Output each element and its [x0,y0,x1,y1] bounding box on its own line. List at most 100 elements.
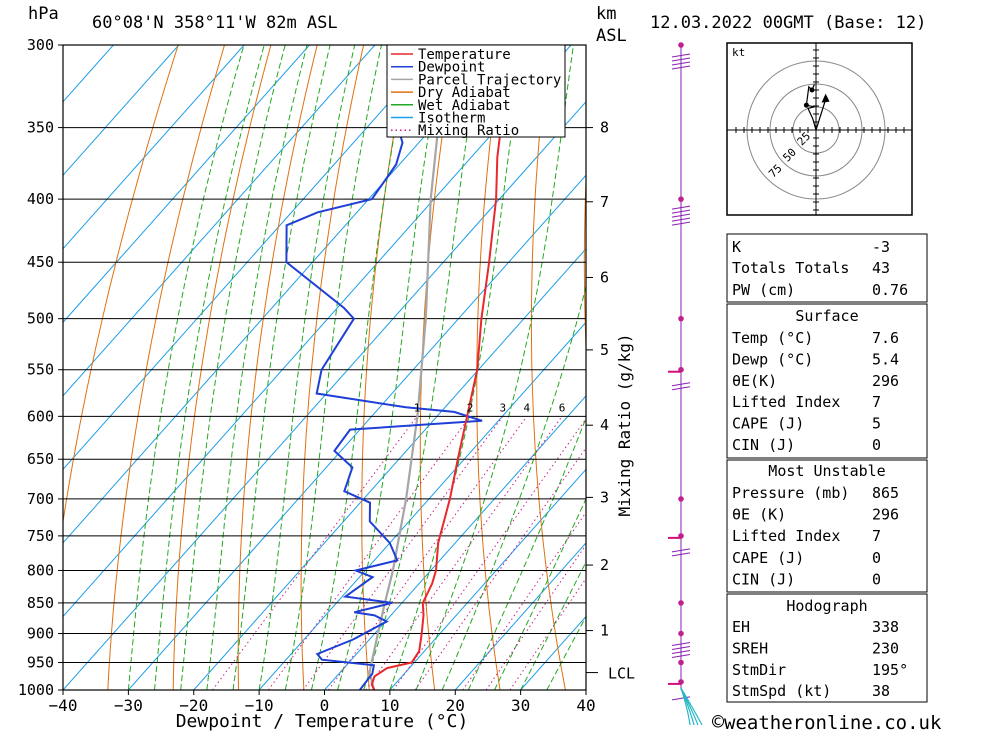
table-row-label: StmDir [732,661,786,679]
table-row-value: 230 [872,639,899,657]
km-tick-label: 2 [600,556,609,574]
legend-entry: Temperature [418,47,511,63]
wet-adiabat-line [546,615,586,690]
legend-entry: Dewpoint [418,60,485,76]
km-tick-label: 5 [600,341,609,359]
legend-entry: Isotherm [418,111,485,127]
table-row-label: Totals Totals [732,259,849,277]
location-title: 60°08'N 358°11'W 82m ASL [92,13,338,33]
temperature-tick-label: 40 [576,696,595,715]
wind-level-dot [678,600,684,606]
wind-level-dot [678,496,684,502]
wind-barb-flag [671,65,691,70]
pressure-tick-label: 500 [27,310,54,328]
wet-adiabat-line [494,497,586,690]
isotherm-line [454,542,586,690]
wind-barb-flag [671,552,691,557]
x-axis-title: Dewpoint / Temperature (°C) [176,711,469,732]
temperature-tick-label: −20 [179,696,208,715]
wind-level-dot [678,42,684,48]
mixing-ratio-line [267,416,471,690]
km-tick-label: 7 [600,193,609,211]
isotherm-line [193,248,586,690]
table-row-value: 5.4 [872,350,899,368]
dry-adiabat-line [419,45,457,690]
isotherm-line [389,468,586,690]
wind-barb-flag [671,205,691,210]
mixing-ratio-line [414,447,586,690]
mixing-ratio-line [365,416,563,690]
storm-motion-vector [815,99,827,131]
table-row-label: SREH [732,639,768,657]
table-row-value: 296 [872,372,899,390]
table-row-value: 0 [872,570,881,588]
pressure-axis: 300 350 400 450 500 550 600 650 700 750 800 850 900 9… [18,36,63,699]
km-tick-label: 4 [600,416,609,434]
hpa-axis-label: hPa [28,4,59,24]
dry-adiabat-line [636,45,697,690]
legend-entry: Parcel Trajectory [418,72,561,88]
mixing-ratio-label: 2 [467,401,474,414]
table-row-value: 5 [872,415,881,433]
table-row-value: 195° [872,661,908,679]
site-name: weatheronline.co.uk [724,712,942,734]
table-title: Surface [795,307,858,325]
mixing-ratio-label: 6 [559,401,566,414]
wet-adiabat-line [206,45,308,690]
wet-adiabat-line [389,45,525,690]
km-tick-label: 8 [600,119,609,137]
wind-barb-flag [671,650,691,655]
pressure-tick-label: 550 [27,361,54,379]
table-row-label: θE (K) [732,506,786,524]
isotherm-line [63,45,507,544]
table-row-label: PW (cm) [732,281,795,299]
legend-entry: Wet Adiabat [418,98,511,114]
temperature-tick-label: 30 [511,696,530,715]
table-row-label: EH [732,618,750,636]
pressure-tick-label: 300 [27,36,54,54]
wind-level-dot [678,659,684,666]
table-title: Most Unstable [768,462,885,480]
wet-adiabat-line [127,45,245,690]
pressure-tick-label: 450 [27,253,54,271]
wet-adiabat-line [154,45,265,690]
isotherm-line [63,45,310,324]
wet-adiabat-line [232,45,331,690]
table-row-value: 0 [872,436,881,454]
dry-adiabat-line [966,45,1000,690]
hodograph-frame [726,42,913,216]
table-row-value: -3 [872,238,890,256]
temperature-tick-label: 20 [446,696,465,715]
dry-adiabat-line [237,45,318,690]
table-row-value: 0.76 [872,281,908,299]
wind-level-dot [678,315,684,322]
hodograph-table-box [726,593,928,703]
dry-adiabat-line [583,167,586,358]
legend-entry: Dry Adiabat [418,85,511,101]
mixing-ratio-line [302,416,504,690]
table-row-label: Lifted Index [732,393,840,411]
isotherm-line [63,45,376,397]
wind-barb-flag [671,382,691,387]
wet-adiabat-line [467,416,586,690]
wind-level-dot [678,630,684,637]
wind-barb-flag [671,213,691,218]
wind-barb-flag [671,654,691,659]
parcel-trajectory-line [368,45,448,690]
isotherm-line [63,45,245,250]
table-row-label: K [732,238,741,256]
table-row-label: Dewp (°C) [732,350,813,368]
table-row-value: 0 [872,549,881,567]
datetime-title: 12.03.2022 00GMT (Base: 12) [650,13,926,33]
wet-adiabat-line [180,45,286,690]
table-row-label: CAPE (J) [732,549,804,567]
wet-adiabat-line [284,45,382,690]
surface-box [726,303,928,459]
table-row-value: 296 [872,506,899,524]
storm-motion-arrowhead [821,93,830,103]
table-row-label: Lifted Index [732,527,840,545]
footer-credit: ©weatheronline.co.uk [712,710,941,734]
table-row-label: θE(K) [732,372,777,390]
